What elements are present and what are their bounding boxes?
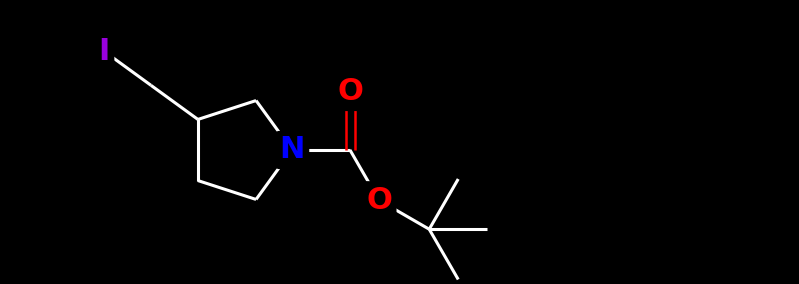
Text: O: O: [366, 186, 392, 215]
Text: O: O: [337, 78, 363, 106]
Text: N: N: [280, 135, 304, 164]
Text: I: I: [98, 37, 109, 66]
